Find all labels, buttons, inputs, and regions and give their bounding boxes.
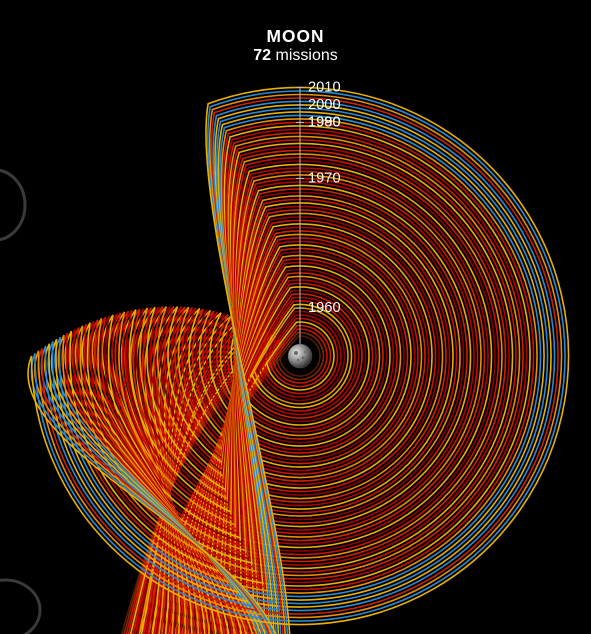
year-label: 1960 xyxy=(308,300,341,316)
moon-crater xyxy=(294,351,298,355)
chart-canvas: 196019701980199020002010 xyxy=(0,0,591,634)
edge-blob-2 xyxy=(0,580,40,634)
moon-missions-infographic: 196019701980199020002010 MOON 72 mission… xyxy=(0,0,591,634)
moon-crater xyxy=(304,351,306,353)
moon-crater xyxy=(297,359,299,361)
year-label: 1970 xyxy=(308,171,341,187)
year-label: 1990 xyxy=(308,115,341,131)
moon-disc xyxy=(288,344,312,368)
year-label: 2000 xyxy=(308,97,341,113)
edge-blob-1 xyxy=(0,170,25,240)
moon-icon xyxy=(288,344,312,368)
year-label: 2010 xyxy=(308,80,341,96)
moon-crater xyxy=(302,357,305,360)
